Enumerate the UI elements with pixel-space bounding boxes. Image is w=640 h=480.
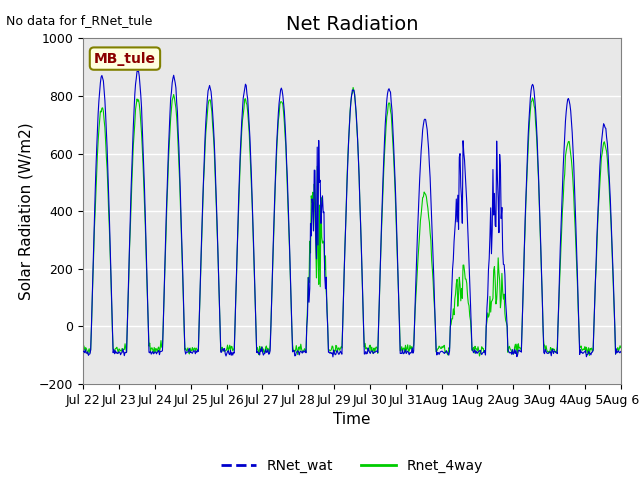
Text: MB_tule: MB_tule [94,51,156,66]
Legend: RNet_wat, Rnet_4way: RNet_wat, Rnet_4way [215,453,489,479]
Text: No data for f_RNet_tule: No data for f_RNet_tule [6,14,153,27]
X-axis label: Time: Time [333,412,371,427]
Y-axis label: Solar Radiation (W/m2): Solar Radiation (W/m2) [19,122,33,300]
Title: Net Radiation: Net Radiation [285,15,419,34]
